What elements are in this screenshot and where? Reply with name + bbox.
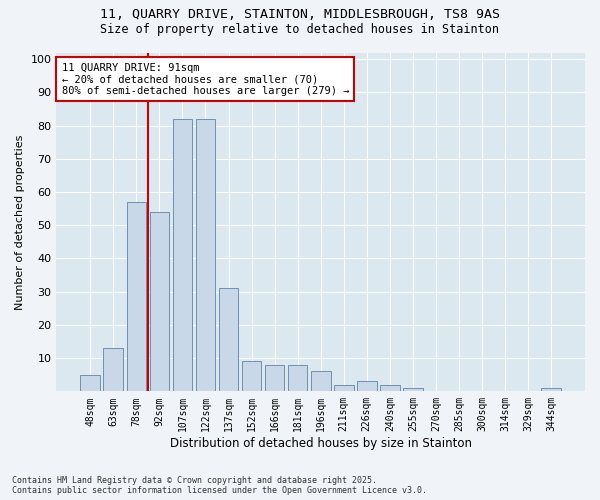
Y-axis label: Number of detached properties: Number of detached properties — [15, 134, 25, 310]
Bar — [403, 388, 422, 392]
Text: 11 QUARRY DRIVE: 91sqm
← 20% of detached houses are smaller (70)
80% of semi-det: 11 QUARRY DRIVE: 91sqm ← 20% of detached… — [62, 62, 349, 96]
Bar — [80, 374, 100, 392]
Bar — [380, 384, 400, 392]
Text: Contains HM Land Registry data © Crown copyright and database right 2025.
Contai: Contains HM Land Registry data © Crown c… — [12, 476, 427, 495]
X-axis label: Distribution of detached houses by size in Stainton: Distribution of detached houses by size … — [170, 437, 472, 450]
Bar — [173, 119, 192, 392]
Bar — [541, 388, 561, 392]
Bar — [103, 348, 123, 392]
Bar — [242, 362, 262, 392]
Bar — [149, 212, 169, 392]
Bar — [334, 384, 353, 392]
Bar — [196, 119, 215, 392]
Bar — [219, 288, 238, 392]
Bar — [288, 365, 307, 392]
Bar — [311, 372, 331, 392]
Bar — [127, 202, 146, 392]
Bar — [357, 382, 377, 392]
Bar — [265, 365, 284, 392]
Text: Size of property relative to detached houses in Stainton: Size of property relative to detached ho… — [101, 22, 499, 36]
Text: 11, QUARRY DRIVE, STAINTON, MIDDLESBROUGH, TS8 9AS: 11, QUARRY DRIVE, STAINTON, MIDDLESBROUG… — [100, 8, 500, 20]
